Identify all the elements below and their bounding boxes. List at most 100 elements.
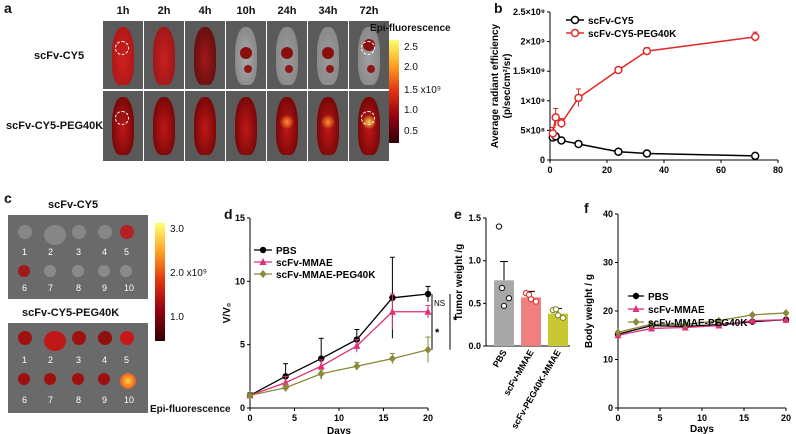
mouse-image-tile [226, 91, 266, 161]
colorbar-a [389, 40, 399, 143]
timepoint-label: 34h [318, 5, 338, 17]
x-tick-label: 0 [547, 165, 552, 175]
x-tick-label: 15 [739, 413, 749, 423]
panel-a: 1h 2h 4h 10h 24h 34h 72h scFv-CY5 scFv-CY5-PEG… [0, 0, 480, 161]
data-point [551, 113, 560, 122]
mouse-silhouette [153, 97, 175, 155]
series-line [617, 319, 787, 336]
y-axis-label: Tumor weight /g [454, 244, 465, 320]
mouse-image-tile [308, 21, 348, 89]
legend-marker [570, 28, 580, 38]
y-tick-label: 30 [603, 258, 613, 268]
organ-number: 9 [102, 283, 108, 293]
significance-label: NS [434, 299, 445, 308]
significance-label: * [435, 327, 440, 339]
data-point [317, 369, 325, 378]
y-tick-label: 0 [608, 403, 613, 413]
organ-sample [44, 373, 56, 385]
legend-marker [632, 305, 640, 312]
tumor-circle-marker [115, 111, 129, 125]
data-point [715, 316, 723, 325]
organ-number: 4 [102, 355, 108, 365]
y-tick-label: 5×10⁸ [520, 125, 545, 135]
panel-label-d: d [224, 206, 233, 222]
data-point [388, 354, 396, 363]
data-point [557, 136, 566, 145]
significance-label: * [453, 314, 458, 326]
y-tick-label: 1.5 [468, 213, 481, 223]
organ-sample [98, 331, 112, 345]
organ-sample [72, 373, 84, 385]
x-tick-label: 5 [657, 413, 662, 423]
y-tick-label: 20 [603, 306, 613, 316]
data-point [642, 149, 652, 158]
organ-sample [98, 373, 110, 385]
organ-number: 3 [76, 355, 82, 365]
y-tick-label: 1.0 [468, 256, 481, 266]
data-point [574, 93, 583, 103]
organ-sample [44, 265, 56, 277]
data-point [246, 391, 254, 400]
mouse-image-tile [226, 21, 266, 89]
series-line [249, 293, 429, 396]
mouse-image-tile [267, 21, 307, 89]
organ-number: 7 [48, 395, 54, 405]
organ-number: 7 [48, 283, 54, 293]
organ-sample [72, 225, 86, 239]
organ-number: 6 [22, 283, 28, 293]
row-label-scfv-cy5: scFv-CY5 [34, 50, 85, 62]
series-line [249, 311, 428, 396]
y-tick-label: 2×10⁹ [520, 37, 545, 47]
legend-label: scFv-MMAE-PEG40K [276, 270, 376, 281]
tumor-signal [321, 115, 335, 129]
organ-sample [120, 331, 134, 345]
y-tick-label: 0 [540, 155, 545, 165]
colorbar-a-tick: 2.0 [404, 62, 418, 73]
tumor-signal [285, 65, 293, 73]
organ-number: 2 [48, 355, 54, 365]
mouse-image-tile [103, 21, 143, 89]
organ-sample [120, 225, 134, 239]
tumor-signal [322, 47, 334, 59]
colorbar-c [155, 223, 165, 341]
data-point [498, 284, 506, 292]
mouse-image-tile [103, 91, 143, 161]
mouse-silhouette [235, 97, 257, 155]
y-tick-label: 0.5 [468, 298, 481, 308]
colorbar-a-tick: 2.5 [404, 42, 418, 53]
timepoint-label: 4h [198, 5, 212, 17]
tumor-signal [367, 65, 375, 73]
organ-number: 4 [102, 247, 108, 257]
mouse-image-tile [349, 91, 389, 161]
legend-marker [632, 318, 640, 326]
tumor-circle-marker [115, 41, 129, 55]
y-axis-label: V/V₀ [222, 303, 233, 324]
mouse-silhouette [112, 97, 134, 155]
y-tick-label: 2.5×10⁹ [513, 7, 545, 17]
mouse-silhouette [194, 97, 216, 155]
data-point [750, 32, 760, 42]
tumor-signal [244, 65, 252, 73]
data-point [554, 312, 562, 319]
organ-number: 10 [124, 395, 135, 405]
timepoint-label: 24h [277, 5, 297, 17]
series-line [617, 319, 787, 335]
data-point [525, 291, 533, 299]
organ-group-label-1: scFv-CY5 [48, 199, 99, 211]
bar [521, 297, 541, 346]
y-tick-label: 0 [240, 403, 245, 413]
organ-sample [18, 373, 30, 385]
mouse-silhouette [358, 27, 380, 85]
series-line [552, 135, 756, 157]
panel-label-b: b [494, 0, 503, 16]
organ-number: 2 [48, 247, 54, 257]
data-point [532, 298, 540, 305]
data-point [782, 308, 790, 317]
organ-sample [44, 331, 66, 351]
timepoint-label: 72h [359, 5, 379, 17]
data-point [495, 223, 503, 230]
panel-c: scFv-CY5 1 2 3 4 5 6 7 8 9 10 scFv-CY5-PEG40K 1 2 3… [0, 195, 231, 434]
legend-label: scFv-CY5 [588, 16, 634, 27]
y-tick-label: 10 [603, 355, 613, 365]
organ-sample [18, 265, 30, 277]
